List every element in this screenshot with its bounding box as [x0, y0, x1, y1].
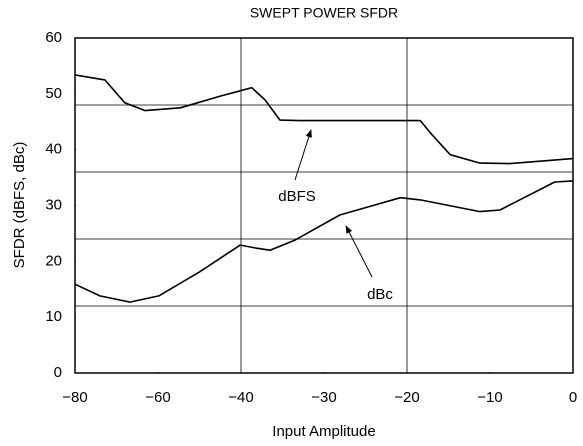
x-axis-label: Input Amplitude [272, 423, 375, 440]
y-tick-label: 40 [45, 141, 62, 158]
line-series [74, 74, 574, 165]
x-tick-label: −30 [311, 389, 336, 406]
x-tick-label: −80 [62, 389, 87, 406]
y-axis-label: SFDR (dBFS, dBc) [11, 142, 28, 269]
y-tick-label: 30 [45, 196, 62, 213]
x-tick-label: 0 [569, 389, 577, 406]
x-tick-label: −60 [145, 389, 170, 406]
arrow [294, 129, 312, 181]
y-tick-label: 0 [54, 364, 62, 381]
y-tick-label: 60 [45, 29, 62, 46]
x-tick-label: −20 [394, 389, 419, 406]
x-tick-label: −10 [477, 389, 502, 406]
line-series [74, 180, 574, 303]
series-label: dBFS [278, 188, 316, 205]
chart-title: SWEPT POWER SFDR [250, 5, 398, 21]
x-tick-label: −40 [228, 389, 253, 406]
arrow [345, 225, 373, 278]
y-tick-label: 20 [45, 252, 62, 269]
y-tick-label: 10 [45, 308, 62, 325]
series-label: dBc [367, 286, 393, 303]
plot-frame [74, 37, 574, 374]
y-tick-label: 50 [45, 85, 62, 102]
